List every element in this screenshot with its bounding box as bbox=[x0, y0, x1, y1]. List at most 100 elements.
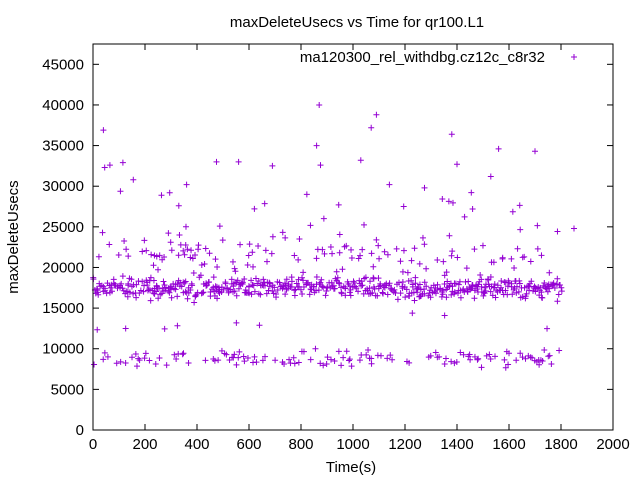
data-point bbox=[249, 281, 256, 288]
data-point bbox=[448, 358, 455, 365]
data-point bbox=[233, 292, 240, 299]
data-point bbox=[166, 189, 173, 196]
data-point bbox=[501, 356, 508, 363]
data-point bbox=[205, 279, 212, 286]
data-point bbox=[499, 254, 506, 261]
data-point bbox=[478, 364, 485, 371]
data-point bbox=[126, 289, 133, 296]
data-point bbox=[288, 283, 295, 290]
data-point bbox=[172, 286, 179, 293]
data-point bbox=[155, 266, 162, 273]
data-point bbox=[290, 354, 297, 361]
data-point bbox=[123, 246, 130, 253]
data-point bbox=[446, 232, 453, 239]
data-point bbox=[544, 288, 551, 295]
x-tick-label: 1600 bbox=[492, 436, 525, 453]
data-point bbox=[317, 279, 324, 286]
data-point bbox=[228, 276, 235, 283]
data-point bbox=[389, 356, 396, 363]
data-point bbox=[448, 291, 455, 298]
data-point bbox=[202, 245, 209, 252]
data-point bbox=[454, 161, 460, 168]
data-point bbox=[190, 269, 197, 276]
data-point bbox=[286, 356, 293, 363]
data-point bbox=[187, 254, 194, 261]
data-point bbox=[545, 353, 552, 360]
data-point bbox=[182, 288, 189, 295]
data-point bbox=[368, 250, 375, 257]
data-point bbox=[312, 345, 319, 352]
data-point bbox=[181, 279, 188, 286]
data-point bbox=[255, 278, 262, 285]
data-point bbox=[538, 289, 545, 296]
data-point bbox=[288, 278, 295, 285]
data-point bbox=[150, 277, 157, 284]
data-point bbox=[534, 222, 541, 229]
data-point bbox=[184, 246, 191, 253]
y-axis-ticks: 0 5000 10000 15000 20000 25000 30000 35000 40000… bbox=[42, 56, 613, 439]
data-point bbox=[557, 281, 564, 288]
data-point bbox=[367, 278, 374, 285]
data-point bbox=[471, 353, 478, 360]
data-point bbox=[307, 286, 314, 293]
x-tick-label: 200 bbox=[132, 436, 157, 453]
data-point bbox=[163, 362, 170, 369]
data-point bbox=[513, 283, 520, 290]
data-point bbox=[527, 258, 534, 265]
data-point bbox=[117, 188, 124, 195]
x-tick-label: 0 bbox=[89, 436, 97, 453]
data-point bbox=[252, 275, 259, 282]
data-point bbox=[235, 158, 242, 165]
data-point bbox=[515, 288, 522, 295]
data-point bbox=[526, 283, 533, 290]
data-point bbox=[467, 356, 474, 363]
data-point bbox=[551, 284, 558, 291]
data-point bbox=[147, 274, 154, 281]
data-point bbox=[300, 277, 307, 284]
data-point bbox=[153, 288, 160, 295]
data-point bbox=[471, 287, 478, 294]
data-point bbox=[363, 351, 370, 358]
data-point bbox=[478, 283, 485, 290]
data-point bbox=[399, 268, 406, 275]
data-point bbox=[548, 361, 555, 368]
data-point bbox=[365, 347, 372, 354]
data-point bbox=[156, 252, 163, 259]
data-point bbox=[421, 241, 428, 248]
y-tick-label: 0 bbox=[76, 422, 84, 439]
data-point bbox=[436, 353, 443, 360]
data-point bbox=[323, 287, 330, 294]
data-point bbox=[274, 287, 281, 294]
data-point bbox=[439, 291, 446, 298]
data-point bbox=[457, 349, 464, 356]
data-point bbox=[441, 281, 448, 288]
data-point bbox=[324, 283, 331, 290]
data-point bbox=[182, 242, 189, 249]
data-point bbox=[423, 283, 430, 290]
data-point bbox=[527, 354, 534, 361]
data-point bbox=[226, 357, 233, 364]
data-point bbox=[246, 283, 253, 290]
data-point bbox=[384, 251, 391, 258]
data-point bbox=[432, 349, 439, 356]
data-point bbox=[342, 285, 349, 292]
data-point bbox=[295, 256, 302, 263]
data-point bbox=[135, 278, 142, 285]
data-point bbox=[199, 289, 206, 296]
data-point bbox=[283, 276, 290, 283]
data-point bbox=[478, 276, 485, 283]
data-point bbox=[351, 279, 358, 286]
data-point bbox=[386, 181, 393, 188]
data-point bbox=[189, 282, 196, 289]
data-point bbox=[168, 247, 175, 254]
data-point bbox=[412, 274, 419, 281]
data-point bbox=[333, 268, 340, 275]
data-point bbox=[144, 282, 151, 289]
x-tick-label: 1200 bbox=[388, 436, 421, 453]
data-point bbox=[359, 246, 366, 253]
data-point bbox=[167, 239, 174, 246]
data-point bbox=[517, 226, 524, 233]
data-point bbox=[397, 258, 404, 265]
data-point bbox=[162, 287, 169, 294]
data-point bbox=[427, 294, 434, 301]
